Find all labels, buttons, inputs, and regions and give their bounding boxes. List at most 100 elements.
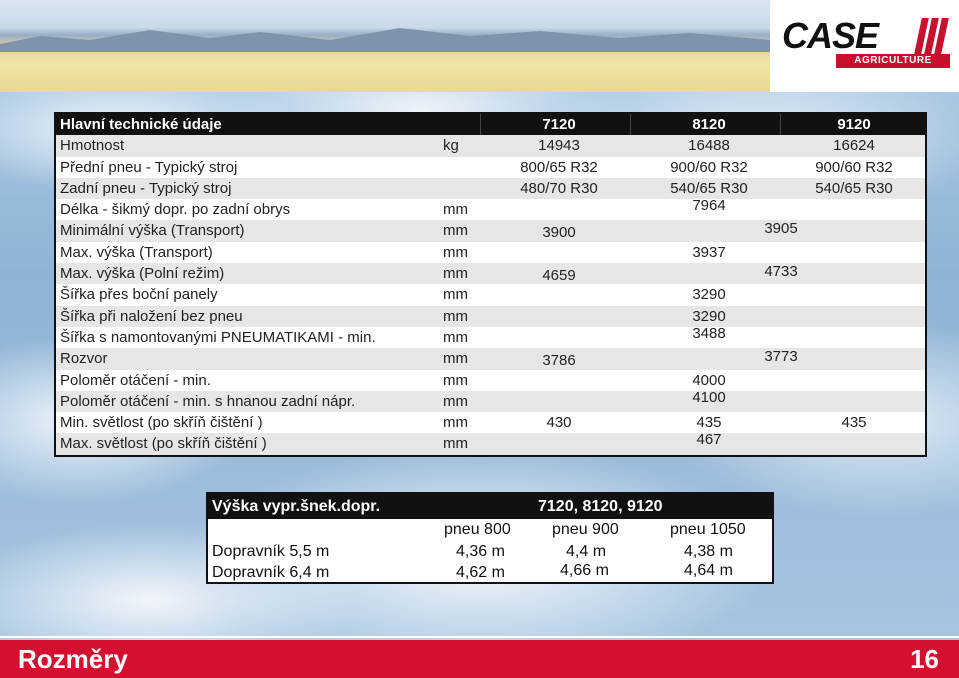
row-value: 467 [696,431,722,449]
row-value: 14943 [538,137,580,155]
row-label: Max. výška (Transport) [60,243,213,261]
row-value: 3290 [692,307,726,325]
row-value: 3786 [542,352,576,370]
table-row: Dopravník 6,4 m 4,62 m 4,66 m 4,64 m [208,562,772,584]
case-logo: CASE AGRICULTURE [782,14,952,70]
table-row: Šířka přes boční panely mm 3290 [56,284,925,305]
row-value: 3905 [764,220,798,238]
model-header: 9120 [837,116,871,133]
table-row: Hmotnost kg 14943 16488 16624 [56,135,925,157]
row-label: Max. světlost (po skříň čištění ) [60,435,267,453]
row-unit: mm [443,286,468,304]
row-value: 3290 [692,286,726,304]
table-row: Max. výška (Transport) mm 3937 [56,242,925,263]
row-label: Šířka přes boční panely [60,286,218,304]
row-value: 4,64 m [684,562,733,579]
row-label: Šířka s namontovanými PNEUMATIKAMI - min… [60,328,376,346]
logo-bars-icon [914,18,949,54]
row-value: 4,62 m [456,564,505,581]
row-value: 3773 [764,348,798,366]
row-value: 3900 [542,224,576,242]
row-label: Hmotnost [60,137,125,155]
table-row: Dopravník 5,5 m 4,36 m 4,4 m 4,38 m [208,541,772,563]
row-unit: mm [443,328,468,346]
row-value: 4,36 m [456,543,505,560]
row-label: Minimální výška (Transport) [60,222,245,240]
row-unit: mm [443,392,468,410]
table-row: Poloměr otáčení - min. mm 4000 [56,370,925,391]
row-unit: mm [443,265,468,283]
row-value: 16624 [833,137,875,155]
row-unit: mm [443,350,468,368]
spec-header-label: Hlavní technické údaje [60,116,222,133]
auger-models: 7120, 8120, 9120 [538,498,663,515]
row-unit: mm [443,222,468,240]
table-row: Rozvor mm 3786 3773 [56,348,925,370]
model-header: 7120 [542,116,576,133]
logo-subtitle: AGRICULTURE [836,54,950,68]
row-unit: kg [443,137,459,155]
footer-bar: Rozměry 16 [0,640,959,678]
row-label: Dopravník 5,5 m [212,543,330,560]
table-row: Poloměr otáčení - min. s hnanou zadní ná… [56,389,925,413]
row-value: 4,38 m [684,543,733,560]
row-value: 4,4 m [566,543,607,560]
row-unit: mm [443,435,468,453]
table-row: Délka - šikmý dopr. po zadní obrys mm 79… [56,197,925,220]
row-value: 480/70 R30 [520,179,598,197]
row-label: Rozvor [60,350,108,368]
row-label: Přední pneu - Typický stroj [60,158,238,176]
row-value: 900/60 R32 [670,158,748,176]
table-row: Zadní pneu - Typický stroj 480/70 R30 54… [56,177,925,200]
auger-title: Výška vypr.šnek.dopr. [212,498,381,515]
page-number: 16 [910,644,939,674]
row-label: Šířka při naložení bez pneu [60,307,243,325]
row-value: 540/65 R30 [670,179,748,197]
row-label: Délka - šikmý dopr. po zadní obrys [60,201,291,219]
row-value: 4733 [764,263,798,281]
table-row: Minimální výška (Transport) mm 3900 3905 [56,220,925,242]
row-label: Max. výška (Polní režim) [60,265,225,283]
table-row: Max. světlost (po skříň čištění ) mm 467 [56,431,925,455]
row-label: Zadní pneu - Typický stroj [60,179,232,197]
row-value: 4000 [692,371,726,389]
tyre-header: pneu 1050 [670,521,746,538]
table-row: Max. výška (Polní režim) mm 4659 4733 [56,263,925,285]
row-value: 16488 [688,137,730,155]
row-unit: mm [443,201,468,219]
section-title: Rozměry [18,644,128,674]
mountains-graphic [0,28,770,52]
row-unit: mm [443,307,468,325]
table-row: Přední pneu - Typický stroj 800/65 R32 9… [56,157,925,178]
auger-header-row: Výška vypr.šnek.dopr. 7120, 8120, 9120 [208,494,772,519]
row-unit: mm [443,414,468,432]
tyre-header: pneu 800 [444,521,511,538]
row-value: 435 [696,414,722,432]
row-value: 4100 [692,388,726,406]
row-value: 900/60 R32 [815,158,893,176]
row-value: 800/65 R32 [520,158,598,176]
landscape-banner [0,0,770,92]
tyre-header-row: pneu 800 pneu 900 pneu 1050 [208,519,772,541]
row-label: Dopravník 6,4 m [212,564,330,581]
row-value: 3488 [692,324,726,342]
row-label: Min. světlost (po skříň čištění ) [60,414,263,432]
footer-divider [0,636,959,638]
spec-table: Hlavní technické údaje 7120 8120 9120 Hm… [54,112,927,457]
row-value: 435 [841,414,867,432]
row-value: 7964 [692,197,726,215]
row-value: 4659 [542,267,576,285]
row-value: 3937 [692,243,726,261]
row-unit: mm [443,371,468,389]
table-row: Šířka při naložení bez pneu mm 3290 [56,305,925,327]
row-value: 430 [546,414,572,432]
row-unit: mm [443,243,468,261]
logo-wordmark: CASE [782,15,879,56]
model-header: 8120 [692,116,726,133]
row-value: 4,66 m [560,562,609,579]
tyre-header: pneu 900 [552,521,619,538]
row-label: Poloměr otáčení - min. s hnanou zadní ná… [60,392,356,410]
table-row: Šířka s namontovanými PNEUMATIKAMI - min… [56,325,925,348]
table-row: Min. světlost (po skříň čištění ) mm 430… [56,412,925,433]
spec-header-row: Hlavní technické údaje 7120 8120 9120 [56,114,925,136]
